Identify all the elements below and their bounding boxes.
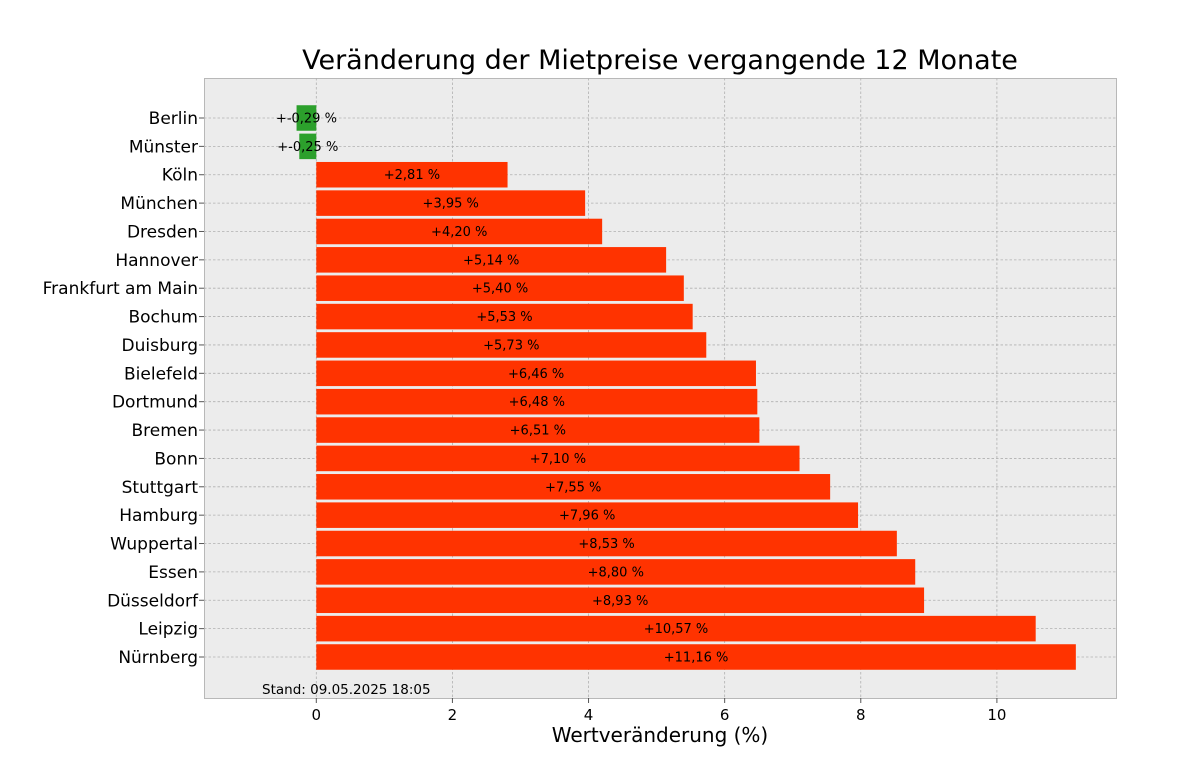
y-tick-label: Bonn [154,449,198,469]
bar [316,445,800,472]
y-tick-label: Dresden [127,222,198,242]
y-tick-label: Leipzig [138,620,198,640]
bar [316,275,684,301]
y-tick-label: München [120,194,198,214]
y-tick-label: Essen [148,563,198,583]
data-label: +-0,29 % [276,112,337,127]
x-tick-label: 8 [856,706,866,724]
bar [316,587,925,614]
data-label: +10,57 % [644,622,709,637]
data-label: +2,81 % [384,168,440,183]
y-tick-label: Bochum [128,308,198,328]
y-tick-label: Frankfurt am Main [43,279,198,299]
x-tick-label: 2 [448,706,458,724]
data-label: +6,48 % [509,395,565,410]
x-tick-label: 0 [312,706,322,724]
bar [316,332,707,358]
y-tick-labels: Berlin Münster Köln München Dresden Hannover F… [43,109,204,668]
y-tick-label: Nürnberg [118,648,198,668]
data-label: +6,51 % [510,424,566,439]
bar [316,615,1036,642]
y-tick-label: Köln [162,166,198,186]
y-tick-label: Duisburg [122,336,199,356]
data-label: +7,55 % [545,480,601,495]
data-label: +5,53 % [476,310,532,325]
bar [316,388,758,415]
y-tick-label: Hannover [115,251,198,271]
bar [316,190,586,216]
bar [316,644,1076,670]
x-tick-labels: 0 2 4 6 8 10 [312,698,1006,724]
x-tick-label: 4 [584,706,594,724]
data-label: +3,95 % [423,197,479,212]
data-labels-group: +-0,29 % +-0,25 % +2,81 % +3,95 % +4,20 % +5,… [276,112,728,666]
bar [316,360,756,387]
x-tick-label: 10 [987,706,1006,724]
y-tick-label: Bielefeld [124,364,198,384]
data-label: +11,16 % [664,651,729,666]
bar [299,133,317,160]
timestamp-note: Stand: 09.05.2025 18:05 [262,682,431,698]
bars-group [296,105,1076,670]
data-label: +7,96 % [559,509,615,524]
data-label: +5,14 % [463,253,519,268]
data-label: +8,80 % [588,565,644,580]
data-label: +4,20 % [431,225,487,240]
bar [316,559,916,585]
bar [316,417,760,443]
data-label: +8,93 % [592,594,648,609]
bar [316,502,859,528]
y-tick-label: Münster [129,137,198,157]
data-label: +7,10 % [530,452,586,467]
bar [316,530,897,557]
y-tick-label: Dortmund [112,393,198,413]
bar [316,161,508,188]
y-tick-label: Wuppertal [110,535,198,555]
data-label: +5,40 % [472,282,528,297]
y-tick-label: Stuttgart [122,478,199,498]
data-label: +5,73 % [483,338,539,353]
x-tick-label: 6 [720,706,730,724]
y-tick-label: Berlin [149,109,198,129]
bar [316,474,831,500]
y-tick-label: Hamburg [119,506,198,526]
bar [296,105,317,131]
x-axis-label: Wertveränderung (%) [552,723,769,747]
bar [316,247,667,273]
y-tick-label: Bremen [131,421,198,441]
data-label: +8,53 % [578,537,634,552]
data-label: +6,46 % [508,367,564,382]
y-tick-label: Düsseldorf [107,591,199,611]
bar [316,218,603,245]
data-label: +-0,25 % [277,140,338,155]
bar [316,303,693,330]
chart-title: Veränderung der Mietpreise vergangende 1… [302,45,1018,76]
